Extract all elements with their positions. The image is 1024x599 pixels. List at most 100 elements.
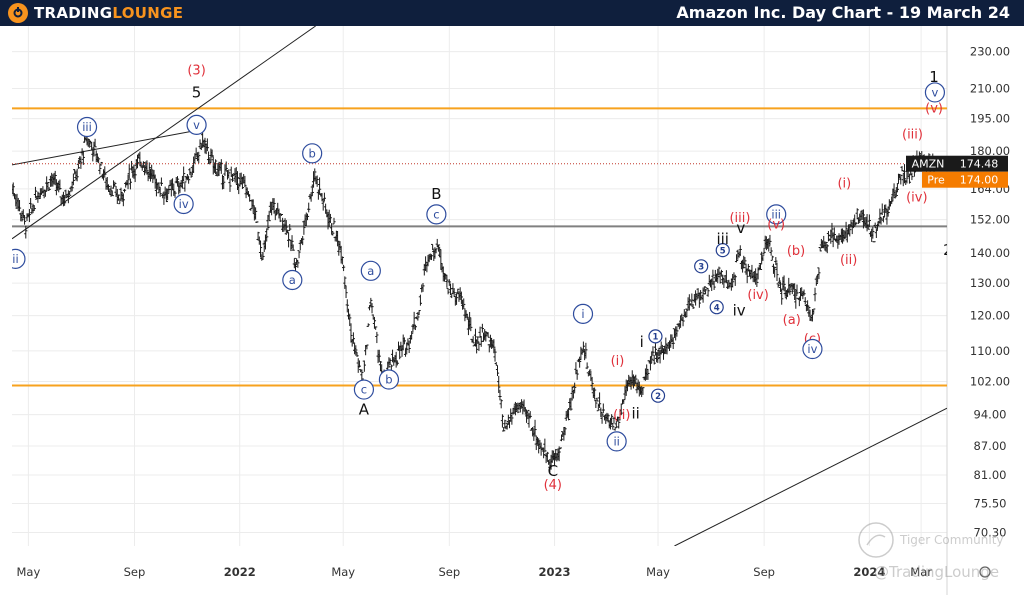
wave-label-paren: (iv)	[747, 288, 768, 303]
trading-lounge-logo: TRADINGLOUNGE	[8, 3, 183, 23]
wave-label-circle: i	[574, 304, 593, 323]
wave-text: v	[193, 118, 200, 132]
wave-text: (b)	[787, 244, 805, 259]
wave-label-filled: 4	[710, 301, 723, 314]
ohlc-bar	[307, 203, 310, 213]
chart-title: Amazon Inc. Day Chart - 19 March 24	[676, 3, 1010, 22]
y-tick-label: 120.00	[970, 309, 1010, 323]
y-tick-label: 81.00	[974, 468, 1007, 482]
x-tick-label: May	[331, 565, 355, 579]
wave-text: i	[640, 333, 644, 351]
ohlc-bar	[653, 355, 656, 365]
wave-label-paren: (4)	[544, 478, 562, 493]
ohlc-bar	[123, 189, 126, 193]
wave-text: A	[359, 400, 370, 418]
wave-text: B	[431, 185, 441, 203]
ohlc-bar	[375, 332, 378, 343]
wave-label-circle: b	[303, 144, 322, 163]
wave-text: (i)	[837, 177, 851, 192]
wave-label-paren: (i)	[611, 354, 625, 369]
ohlc-bar	[804, 297, 807, 304]
trendline	[674, 408, 947, 546]
wave-text: ii	[631, 404, 639, 422]
ohlc-bar	[872, 242, 875, 243]
wave-text: 5	[192, 83, 202, 101]
ohlc-bar	[332, 218, 335, 224]
logo-text-lounge: LOUNGE	[112, 4, 183, 22]
wave-label-paren: (v)	[925, 101, 943, 116]
x-tick-label: 2023	[539, 565, 571, 579]
wave-label-plain: i	[640, 333, 644, 351]
x-tick-label: 2022	[224, 565, 256, 579]
logo-text-trading: TRADING	[34, 4, 112, 22]
wave-label-plain: iii	[716, 230, 729, 248]
wave-text: v	[932, 85, 939, 99]
ohlc-bar	[500, 399, 503, 408]
wave-label-circle: iv	[803, 340, 822, 359]
ohlc-bar	[367, 323, 370, 327]
wave-text: (ii)	[613, 408, 630, 423]
x-tick-label: Sep	[124, 565, 146, 579]
wave-text: iii	[716, 230, 729, 248]
wave-label-plain: 2	[943, 241, 953, 259]
wave-label-plain: ii	[631, 404, 639, 422]
last-price-text: 174.48	[960, 158, 999, 171]
wave-text: iv	[807, 342, 817, 356]
y-tick-label: 130.00	[970, 276, 1010, 290]
wave-label-paren: (ii)	[613, 408, 630, 423]
y-tick-label: 210.00	[970, 82, 1010, 96]
ohlc-bar	[481, 324, 484, 333]
wave-text: (a)	[783, 313, 801, 328]
wave-label-paren: (a)	[783, 313, 801, 328]
candles	[12, 130, 937, 472]
ohlc-bar	[297, 251, 300, 259]
ohlc-bar	[775, 263, 778, 281]
ohlc-bar	[160, 178, 163, 186]
wave-label-circle: v	[187, 115, 206, 134]
wave-label-paren: (iii)	[729, 211, 750, 226]
y-tick-label: 102.00	[970, 375, 1010, 389]
lounge-logo-icon	[8, 3, 28, 23]
wave-text: 5	[720, 246, 726, 256]
symbol-tag-text: AMZN	[912, 158, 945, 171]
ohlc-bar	[363, 360, 366, 371]
wave-text: 1	[652, 333, 658, 343]
wave-text: a	[289, 273, 296, 287]
ohlc-bar	[602, 404, 605, 414]
wave-text: 3	[698, 263, 704, 273]
wave-text: (iv)	[747, 288, 768, 303]
y-tick-label: 110.00	[970, 344, 1010, 358]
wave-text: b	[385, 373, 392, 387]
wave-label-paren: (iii)	[902, 127, 923, 142]
wave-label-paren: (iv)	[906, 190, 927, 205]
watermark-community-text: Tiger Community	[899, 533, 1004, 547]
ohlc-bar	[29, 198, 32, 209]
wave-label-paren: (3)	[187, 64, 205, 79]
wave-label-paren: (b)	[787, 244, 805, 259]
wave-label-circle: b	[379, 370, 398, 389]
ohlc-bar	[431, 244, 434, 250]
wave-text: c	[433, 207, 439, 221]
y-tick-label: 87.00	[974, 439, 1007, 453]
wave-label-circle: iii	[78, 118, 97, 137]
ohlc-bar	[770, 247, 773, 255]
wave-text: b	[309, 146, 316, 160]
x-tick-label: Sep	[438, 565, 460, 579]
wave-text: a	[367, 264, 374, 278]
y-tick-label: 75.50	[974, 497, 1007, 511]
wave-text: (ii)	[840, 253, 857, 268]
logo-wordmark: TRADINGLOUNGE	[34, 4, 183, 22]
header-bar: TRADINGLOUNGE Amazon Inc. Day Chart - 19…	[0, 0, 1024, 26]
y-tick-label: 140.00	[970, 246, 1010, 260]
wave-label-circle: a	[361, 261, 380, 280]
ohlc-bar	[419, 295, 422, 306]
ohlc-bar	[255, 221, 258, 223]
wave-label-circle: iv	[174, 194, 193, 213]
wave-text: (iii)	[729, 211, 750, 226]
y-tick-label: 94.00	[974, 408, 1007, 422]
wave-text: (v)	[925, 101, 943, 116]
ohlc-bar	[249, 208, 252, 211]
